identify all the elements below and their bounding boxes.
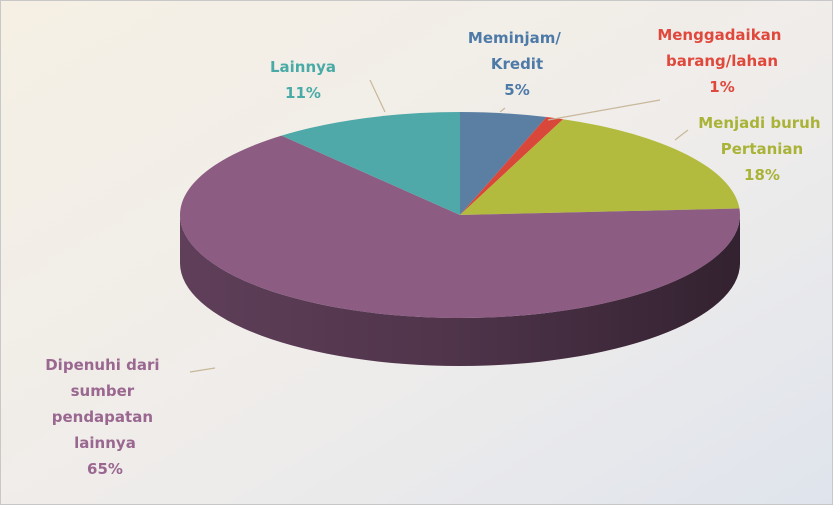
slice [460, 112, 547, 215]
value-label: 1% [709, 78, 734, 96]
slice-side-shade [180, 215, 740, 366]
labels: Meminjam/ Kredit 5% Menggadaikan barang/la… [45, 26, 826, 478]
value-label: 18% [744, 166, 780, 184]
leader-line [674, 129, 689, 141]
pie [180, 112, 740, 366]
leader-line [547, 99, 661, 121]
value-label: 11% [285, 84, 321, 102]
category-label: Menjadi buruh Pertanian [698, 114, 826, 158]
slice [180, 135, 740, 318]
category-label: Lainnya [270, 58, 336, 76]
category-label: Meminjam/ Kredit [468, 29, 566, 73]
category-label: Dipenuhi dari sumber pendapatan lainnya [45, 356, 165, 452]
category-label: Menggadaikan barang/lahan [657, 26, 786, 70]
value-label: 65% [87, 460, 123, 478]
leader-line [189, 367, 216, 373]
slice [460, 119, 740, 215]
leader-line [369, 79, 386, 113]
slice [281, 112, 460, 215]
leader-line [499, 107, 506, 113]
value-label: 5% [504, 81, 529, 99]
slice [460, 117, 564, 215]
